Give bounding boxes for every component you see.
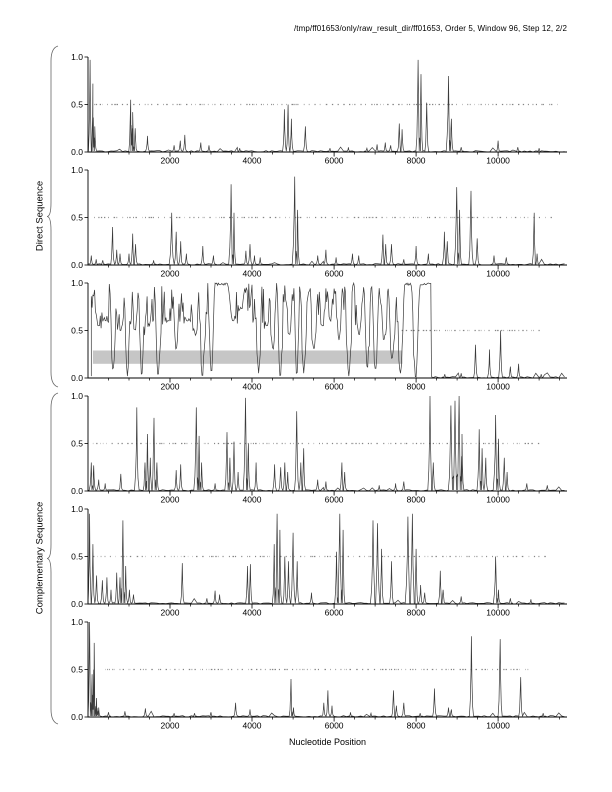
highlight-band [92,350,403,364]
y-tick-label: 0.5 [71,439,83,449]
x-tick-label: 6000 [325,269,344,279]
x-tick-label: 8000 [407,382,426,392]
panel-1-plot: 1.0 0.5 0.0 2000 4000 6000 8000 10000 [71,52,567,166]
signal-trace [87,395,565,492]
y-tick-label: 0.5 [71,213,83,223]
x-tick-label: 2000 [161,721,180,731]
x-tick-label: 4000 [243,382,262,392]
x-tick-label: 10000 [486,608,510,618]
x-tick-label: 4000 [243,721,262,731]
x-tick-label: 8000 [407,495,426,505]
x-tick-label: 8000 [407,156,426,166]
x-tick-label: 6000 [325,721,344,731]
y-tick-label: 0.5 [71,665,83,675]
axis-lines [87,57,567,153]
signal-trace [87,513,565,605]
y-tick-label: 1.0 [71,391,83,401]
y-tick-label: 0.0 [71,712,83,722]
x-tick-label: 6000 [325,156,344,166]
x-tick-label: 2000 [161,382,180,392]
signal-trace [88,59,565,153]
page-title: /tmp/ff01653/only/raw_result_dir/ff01653… [293,24,567,33]
x-tick-label: 4000 [243,495,262,505]
y-tick-label: 0.5 [71,552,83,562]
panel-5-plot: 1.0 0.5 0.0 2000 4000 6000 8000 10000 [71,504,567,618]
signal-trace [90,281,565,379]
y-tick-label: 0.0 [71,599,83,609]
y-tick-label: 1.0 [71,52,83,62]
y-tick-label: 1.0 [71,617,83,627]
complementary-group-brace [46,392,59,725]
x-tick-label: 10000 [486,495,510,505]
x-axis-label: Nucleotide Position [288,737,367,747]
direct-group-brace [46,45,59,388]
y-tick-label: 1.0 [71,504,83,514]
x-tick-label: 8000 [407,608,426,618]
y-tick-label: 0.0 [71,486,83,496]
y-tick-label: 0.0 [71,373,83,383]
x-tick-label: 4000 [243,156,262,166]
y-tick-label: 0.5 [71,326,83,336]
x-tick-label: 4000 [243,608,262,618]
panel-4-plot: 1.0 0.5 0.0 2000 4000 6000 8000 10000 [71,391,567,505]
y-tick-label: 1.0 [71,278,83,288]
x-tick-label: 6000 [325,382,344,392]
x-tick-label: 10000 [486,156,510,166]
panel-3-plot: 1.0 0.5 0.0 2000 4000 6000 8000 10000 [71,278,567,392]
signal-trace [87,176,565,266]
y-tick-label: 0.0 [71,147,83,157]
x-tick-label: 10000 [486,721,510,731]
axis-lines [87,170,567,266]
x-tick-label: 2000 [161,156,180,166]
x-tick-label: 8000 [407,721,426,731]
y-tick-label: 0.5 [71,100,83,110]
x-tick-label: 8000 [407,269,426,279]
x-tick-label: 4000 [243,269,262,279]
x-tick-label: 10000 [486,382,510,392]
x-tick-label: 2000 [161,495,180,505]
signal-trace [87,621,565,718]
y-tick-label: 1.0 [71,165,83,175]
x-tick-label: 2000 [161,269,180,279]
x-tick-label: 2000 [161,608,180,618]
direct-sequence-label: Direct Sequence [34,180,46,252]
x-tick-label: 6000 [325,495,344,505]
panel-2-plot: 1.0 0.5 0.0 2000 4000 6000 8000 10000 [71,165,567,279]
x-tick-label: 6000 [325,608,344,618]
y-tick-label: 0.0 [71,260,83,270]
panel-6-plot: 1.0 0.5 0.0 2000 4000 6000 8000 10000 [71,617,567,731]
complementary-sequence-label: Complementary Sequence [34,501,46,615]
x-tick-label: 10000 [486,269,510,279]
